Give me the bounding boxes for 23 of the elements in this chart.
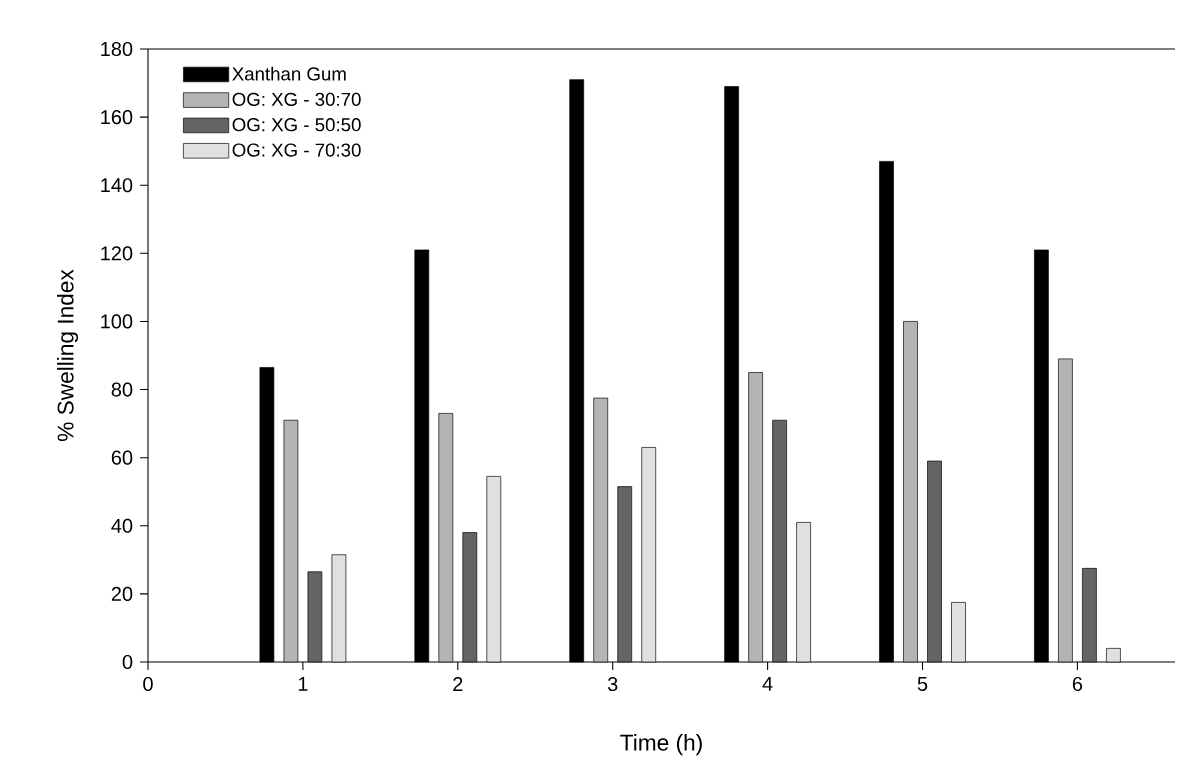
legend-label: Xanthan Gum	[232, 66, 346, 81]
x-tick-label: 3	[607, 676, 618, 692]
y-tick-label: 80	[111, 382, 133, 397]
x-tick-label: 0	[143, 676, 153, 692]
y-tick-label: 60	[111, 450, 133, 465]
y-tick-label: 180	[101, 41, 133, 57]
y-tick-label: 40	[111, 518, 133, 533]
y-tick-label: 120	[101, 246, 133, 261]
x-tick-label: 4	[762, 676, 773, 691]
legend-label: OG: XG - 30:70	[232, 92, 361, 106]
x-tick-label: 6	[1072, 676, 1083, 692]
x-axis-title: Time (h)	[620, 734, 702, 756]
legend-label: OG: XG - 70:30	[232, 143, 361, 157]
y-tick-label: 20	[111, 586, 133, 601]
y-tick-label: 160	[101, 110, 133, 125]
y-axis-title: % Swelling Index	[56, 269, 79, 441]
x-tick-label: 2	[453, 676, 463, 691]
y-tick-label: 0	[122, 654, 133, 670]
y-tick-label: 100	[101, 314, 133, 329]
legend-label: OG: XG - 50:50	[232, 118, 361, 132]
x-tick-label: 1	[298, 676, 308, 691]
y-tick-label: 140	[101, 178, 133, 193]
x-tick-label: 5	[917, 676, 928, 691]
